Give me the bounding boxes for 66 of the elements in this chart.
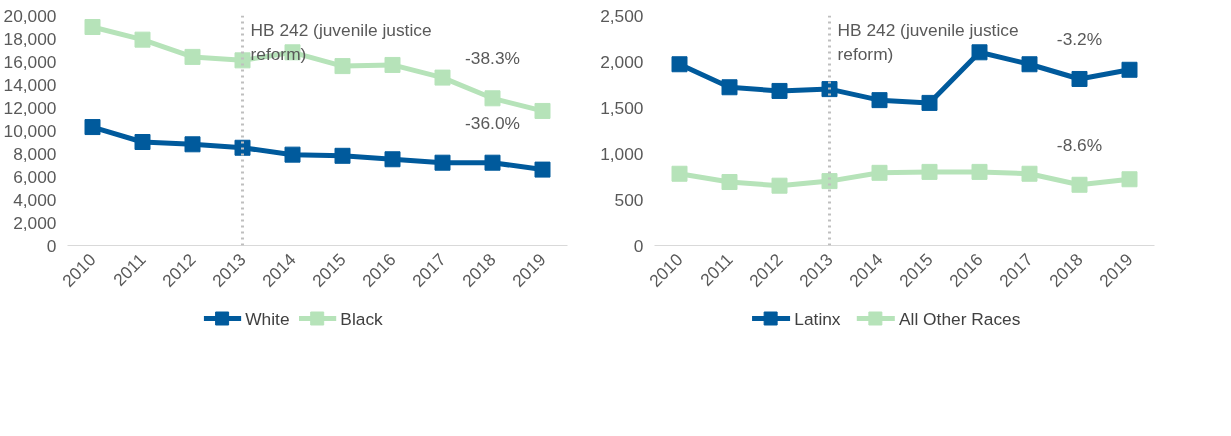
point	[1021, 56, 1038, 73]
y-tick-label: 6,000	[13, 166, 57, 187]
point	[921, 163, 938, 180]
point	[871, 164, 888, 181]
legend-label: All Other Races	[899, 308, 1021, 329]
point	[721, 79, 738, 96]
point	[534, 102, 551, 119]
point	[384, 151, 401, 168]
annotation: -3.2%	[1056, 28, 1103, 49]
point	[434, 154, 451, 171]
y-tick-label: 2,000	[600, 51, 644, 72]
point	[434, 69, 451, 86]
legend-label: Latinx	[794, 308, 841, 329]
point	[671, 56, 688, 73]
y-tick-label: 1,000	[600, 143, 644, 164]
legend-label: Black	[340, 308, 384, 329]
point	[921, 94, 938, 111]
point	[84, 19, 101, 35]
point	[184, 48, 201, 65]
annotation: -8.6%	[1056, 134, 1103, 155]
point	[721, 174, 738, 191]
y-tick-label: 20,000	[3, 5, 57, 26]
y-tick-label: 18,000	[3, 28, 57, 49]
y-tick-label: 2,500	[600, 5, 644, 26]
point	[1071, 176, 1088, 193]
y-tick-label: 500	[614, 189, 644, 210]
point	[534, 161, 551, 178]
ref-line-label: HB 242 (juvenile justice reform)	[837, 19, 1019, 64]
point	[484, 154, 501, 171]
point	[1121, 61, 1138, 78]
point	[821, 81, 838, 98]
point	[84, 119, 101, 136]
point	[1021, 165, 1038, 182]
ref-line-label: HB 242 (juvenile justice reform)	[250, 19, 432, 64]
y-tick-label: 1,500	[600, 97, 644, 118]
point	[384, 56, 401, 73]
point	[671, 165, 688, 182]
point	[971, 44, 988, 61]
point	[771, 82, 788, 99]
y-tick-label: 10,000	[3, 120, 57, 141]
point	[1121, 171, 1138, 188]
legend-label: White	[245, 308, 290, 329]
point	[821, 173, 838, 190]
point	[1071, 70, 1088, 87]
point	[971, 163, 988, 180]
y-tick-label: 0	[633, 235, 644, 256]
annotation: -36.0%	[465, 112, 520, 133]
point	[871, 92, 888, 109]
point	[334, 58, 351, 75]
point	[771, 177, 788, 194]
y-tick-label: 16,000	[3, 51, 57, 72]
y-tick-label: 2,000	[13, 212, 57, 233]
point	[134, 134, 151, 150]
point	[284, 146, 301, 163]
y-tick-label: 8,000	[13, 143, 57, 164]
y-tick-label: 4,000	[13, 189, 57, 210]
point	[234, 52, 251, 69]
point	[334, 147, 351, 164]
y-tick-label: 14,000	[3, 74, 57, 95]
point	[234, 139, 251, 156]
annotation: -38.3%	[465, 48, 520, 69]
y-tick-label: 0	[46, 235, 57, 256]
point	[184, 136, 201, 153]
point	[484, 90, 501, 107]
y-tick-label: 12,000	[3, 97, 57, 118]
point	[134, 31, 151, 48]
